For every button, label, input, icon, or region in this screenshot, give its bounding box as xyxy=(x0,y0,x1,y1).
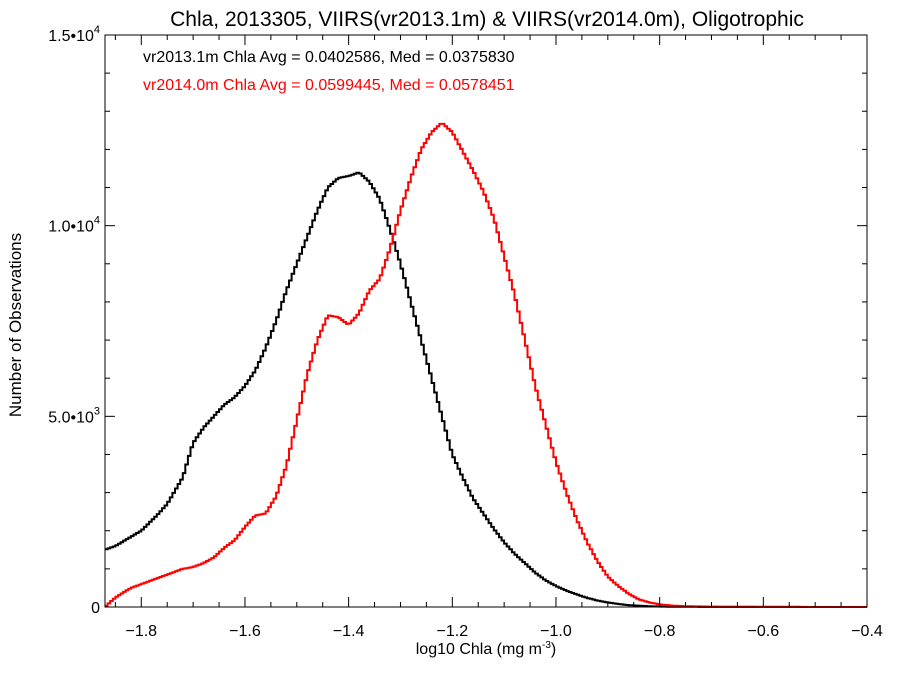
y-tick-exponent: 3 xyxy=(94,405,100,417)
x-axis-label-tail: ) xyxy=(551,641,556,658)
annotation-vr2014: vr2014.0m Chla Avg = 0.0599445, Med = 0.… xyxy=(143,77,515,94)
series-line-1 xyxy=(105,122,867,608)
y-tick-label: 5.0•103 xyxy=(48,405,100,426)
series-line-0 xyxy=(105,171,867,608)
y-tick-mantissa: 5.0•10 xyxy=(48,409,94,426)
plot-frame xyxy=(104,34,868,608)
x-tick-label: −0.4 xyxy=(851,623,883,640)
axis-layer: −1.8 −1.6 −1.4 −1.2 −1.0 −0.8 −0.6 −0.4 0 5.0•103… xyxy=(48,24,883,640)
x-tick-label: −1.6 xyxy=(229,623,261,640)
annotation-vr2013: vr2013.1m Chla Avg = 0.0402586, Med = 0.… xyxy=(143,49,515,66)
y-tick-exponent: 4 xyxy=(94,215,100,227)
x-tick-label: −1.0 xyxy=(540,623,572,640)
x-axis-label: log10 Chla (mg m-3) xyxy=(416,640,557,658)
y-tick-label: 1.5•104 xyxy=(48,24,100,45)
chart-title: Chla, 2013305, VIIRS(vr2013.1m) & VIIRS(… xyxy=(170,8,804,31)
x-tick-label: −0.8 xyxy=(644,623,676,640)
y-tick-label: 0 xyxy=(91,600,100,617)
y-axis-label: Number of Observations xyxy=(6,233,25,417)
x-tick-label: −1.8 xyxy=(125,623,157,640)
y-tick-mantissa: 0 xyxy=(91,600,100,617)
x-tick-label: −1.4 xyxy=(333,623,365,640)
y-tick-exponent: 4 xyxy=(94,24,100,36)
x-axis-label-main: log10 Chla (mg m xyxy=(416,641,542,658)
y-tick-mantissa: 1.5•10 xyxy=(48,28,94,45)
series-layer xyxy=(105,122,867,608)
x-axis-label-sup: -3 xyxy=(542,640,551,651)
x-tick-label: −1.2 xyxy=(437,623,469,640)
y-tick-label: 1.0•104 xyxy=(48,215,100,236)
x-tick-label: −0.6 xyxy=(748,623,780,640)
y-tick-mantissa: 1.0•10 xyxy=(48,219,94,236)
